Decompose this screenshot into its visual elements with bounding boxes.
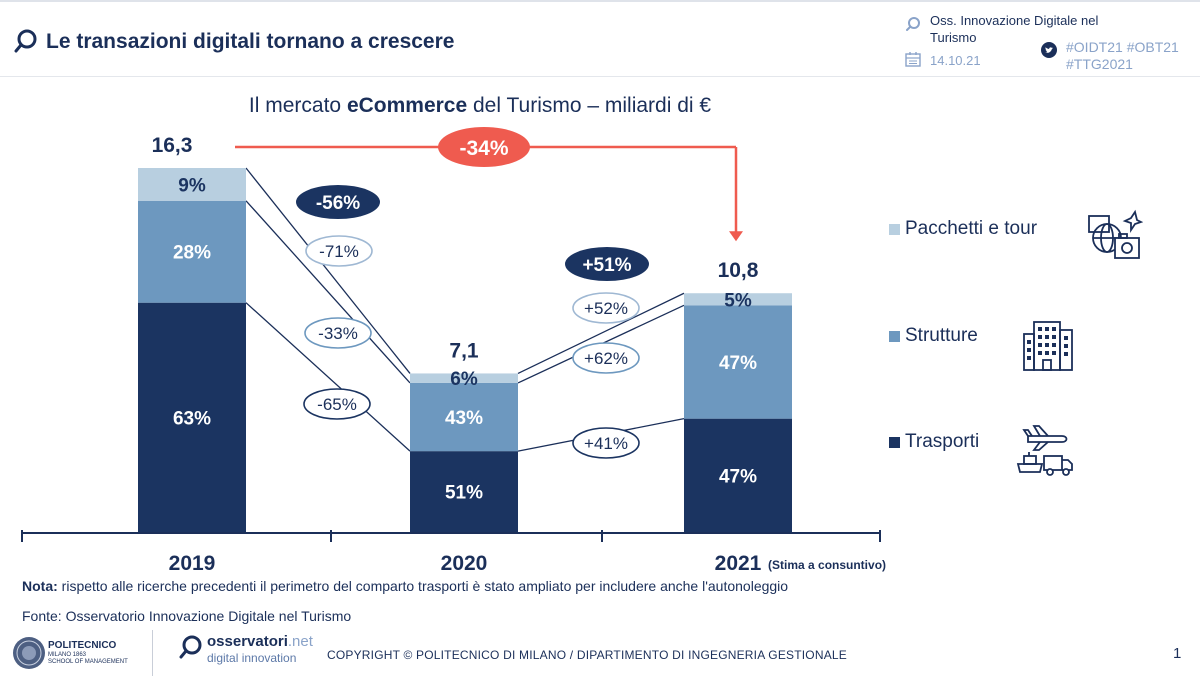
total-label: 7,1 [449, 339, 479, 362]
copyright: COPYRIGHT © POLITECNICO DI MILANO / DIPA… [327, 648, 847, 662]
event-name-line2: Turismo [930, 30, 977, 45]
chart-title-suffix: del Turismo – miliardi di € [467, 94, 712, 117]
legend-label-pacchetti: Pacchetti e tour [905, 218, 1038, 239]
event-date: 14.10.21 [930, 53, 981, 68]
search-logo-small-icon [906, 17, 920, 31]
legend-swatch-trasporti [889, 436, 900, 448]
legend-label-strutture: Strutture [905, 325, 978, 346]
change-pacchetti-2020-2021-pill [572, 292, 640, 324]
change-strutture-2019-2020-label: -33% [318, 324, 358, 343]
osservatori-net-text: .net [287, 633, 313, 650]
bar-segment-trasporti-2020 [410, 451, 518, 532]
osservatori-sub: digital innovation [207, 651, 297, 665]
bar-segment-pacchetti-2021 [684, 293, 792, 306]
chart-title-bold: eCommerce [346, 94, 468, 117]
change-total-2020-2021-label: +51% [582, 255, 631, 276]
x-tick-note: (Stima a consuntivo) [768, 558, 886, 572]
connector-line [245, 302, 411, 452]
segment-label: 6% [450, 369, 478, 390]
event-name-line1: Oss. Innovazione Digitale nel [930, 13, 1099, 28]
change-total-2019-2020-pill [296, 185, 380, 219]
change-pacchetti-2020-2021-label: +52% [584, 299, 628, 318]
legend-swatch-pacchetti [889, 223, 900, 235]
polimi-city-text: MILANO 1863 [48, 652, 87, 658]
segment-label: 47% [719, 466, 757, 487]
change-total-2019-2020-label: -56% [316, 193, 360, 214]
transport-icon [1016, 425, 1073, 476]
segment-label: 47% [719, 353, 757, 374]
change-label-total-2019-2021: -34% [459, 137, 508, 160]
hashtags-line2: #TTG2021 [1066, 56, 1133, 72]
bar-segment-trasporti-2021 [684, 418, 792, 532]
polimi-school-text: SCHOOL OF MANAGEMENT [48, 659, 128, 665]
total-label: 10,8 [718, 259, 759, 282]
osservatori-logo-icon [179, 635, 202, 659]
hotel-building-icon [1023, 321, 1073, 371]
segment-label: 63% [173, 408, 211, 429]
change-trasporti-2020-2021-label: +41% [584, 434, 628, 453]
bar-segment-pacchetti-2020 [410, 373, 518, 383]
change-total-2020-2021-pill [565, 247, 649, 281]
chart-title: Il mercato eCommerce del Turismo – milia… [0, 94, 960, 118]
segment-label: 9% [178, 175, 206, 196]
change-trasporti-2020-2021-pill [572, 427, 640, 459]
change-pacchetti-2019-2020-label: -71% [319, 242, 359, 261]
x-tick-label: 2020 [441, 552, 488, 575]
top-band [0, 0, 1200, 2]
change-strutture-2020-2021-pill [572, 342, 640, 374]
change-strutture-2020-2021-label: +62% [584, 349, 628, 368]
chart-title-prefix: Il mercato [248, 94, 347, 117]
x-tick-label: 2021 [715, 552, 762, 575]
bar-segment-pacchetti-2019 [138, 168, 246, 201]
connector-line [517, 292, 685, 375]
note-text: rispetto alle ricerche precedenti il per… [57, 578, 789, 594]
bar-segment-trasporti-2019 [138, 302, 246, 532]
header-divider [0, 76, 1200, 77]
polimi-name: POLITECNICO [48, 640, 117, 651]
connector-line [245, 167, 411, 374]
stacked-bar-chart: 63% 28% 9% 16,3 51% 43% 6% 7,1 47% 47% 5% 10,8 2019 2… [21, 127, 886, 575]
osservatori-name-text: osservatori [207, 633, 288, 650]
polimi-seal-icon [13, 637, 45, 669]
twitter-icon [1041, 42, 1057, 58]
segment-label: 28% [173, 243, 211, 264]
bar-segment-strutture-2019 [138, 200, 246, 303]
page-title: Le transazioni digitali tornano a cresce… [46, 30, 455, 53]
calendar-icon [905, 52, 921, 67]
travel-package-icon [1088, 209, 1143, 259]
change-strutture-2019-2020-pill [304, 317, 372, 349]
hashtags-line1: #OIDT21 #OBT21 [1066, 39, 1179, 55]
legend-item-trasporti: Trasporti [889, 431, 979, 453]
change-trasporti-2019-2020-label: -65% [317, 395, 357, 414]
segment-label: 51% [445, 483, 483, 504]
note: Nota: rispetto alle ricerche precedenti … [22, 578, 788, 594]
osservatori-name: osservatori.net [207, 633, 313, 650]
search-logo-icon [14, 29, 37, 53]
change-arrow-head [729, 231, 743, 242]
connector-line [245, 200, 411, 384]
x-tick-label: 2019 [169, 552, 216, 575]
legend-label-trasporti: Trasporti [905, 431, 980, 452]
change-pill-total-2019-2021 [438, 127, 530, 167]
legend-swatch-strutture [889, 330, 900, 342]
note-label: Nota: [22, 578, 58, 594]
segment-label: 5% [724, 290, 752, 311]
page-number: 1 [1173, 645, 1182, 662]
footer-divider [152, 630, 153, 676]
segment-label: 43% [445, 408, 483, 429]
change-pacchetti-2019-2020-pill [305, 235, 373, 267]
polimi-city: MILANO 1863 SCHOOL OF MANAGEMENT [48, 652, 128, 666]
bar-segment-strutture-2021 [684, 305, 792, 419]
legend-item-strutture: Strutture [889, 325, 978, 347]
legend-item-pacchetti: Pacchetti e tour [889, 218, 1037, 240]
total-label: 16,3 [152, 134, 193, 157]
change-trasporti-2019-2020-pill [303, 388, 371, 420]
bar-segment-strutture-2020 [410, 382, 518, 452]
source: Fonte: Osservatorio Innovazione Digitale… [22, 608, 352, 624]
